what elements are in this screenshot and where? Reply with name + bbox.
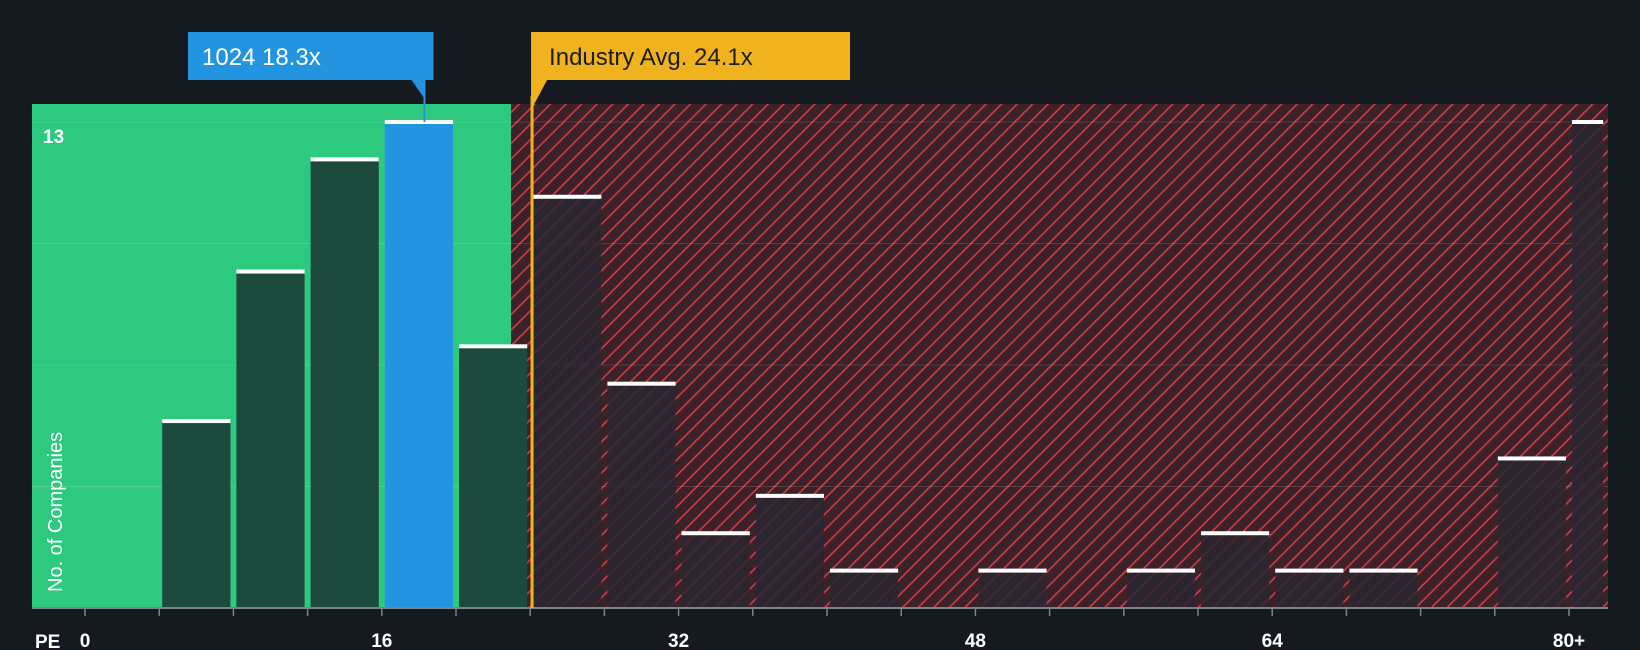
x-axis-title: PE xyxy=(35,632,60,650)
bar-cap xyxy=(236,269,305,274)
bar-cap xyxy=(1572,120,1604,124)
bar-cap xyxy=(459,344,528,349)
bar-cap xyxy=(384,120,453,124)
bar-48-52 xyxy=(978,570,1047,608)
bar-cap xyxy=(1497,456,1566,461)
bar-cap xyxy=(1349,568,1418,573)
bar-16-20 xyxy=(384,122,453,608)
bar-76-80 xyxy=(1497,458,1566,608)
x-tick-label: 80+ xyxy=(1553,631,1585,650)
industry-callout-label: Industry Avg. 24.1x xyxy=(549,44,753,71)
bar-cap xyxy=(681,531,750,536)
x-tick-label: 16 xyxy=(371,631,392,650)
bar-cap xyxy=(1126,568,1195,573)
bars xyxy=(162,122,1604,608)
y-axis-max-label: 13 xyxy=(43,127,64,148)
bar-cap xyxy=(978,568,1047,573)
bar-28-32 xyxy=(607,383,676,608)
bar-36-40 xyxy=(755,495,824,608)
company-callout: 1024 18.3x xyxy=(188,32,434,100)
bar-4-8 xyxy=(162,421,231,608)
x-tick-label: 32 xyxy=(668,631,689,650)
bar-8-12 xyxy=(236,271,305,608)
bar-40-44 xyxy=(830,570,899,608)
bar-cap xyxy=(310,157,379,162)
bar-cap xyxy=(830,568,899,573)
bar-64-68 xyxy=(1275,570,1344,608)
x-tick-label: 48 xyxy=(965,631,986,650)
bar-20-24 xyxy=(459,346,528,608)
bar-cap xyxy=(1201,531,1270,536)
bar-32-36 xyxy=(681,533,750,608)
x-axis-ticks: 0 16 32 48 64 80+ xyxy=(80,608,1585,650)
x-tick-label: 64 xyxy=(1262,631,1284,650)
bar-12-16 xyxy=(310,159,379,608)
y-axis-title: No. of Companies xyxy=(45,432,67,592)
bar-cap xyxy=(533,194,602,199)
bar-24-28 xyxy=(533,196,602,608)
industry-callout: Industry Avg. 24.1x xyxy=(531,32,850,110)
bar-cap xyxy=(162,419,231,424)
bar-caps xyxy=(162,120,1604,573)
x-tick-label: 0 xyxy=(80,631,91,650)
bar-60-64 xyxy=(1201,533,1270,608)
bar-80-82 xyxy=(1572,122,1604,608)
bar-68-72 xyxy=(1349,570,1418,608)
bar-cap xyxy=(1275,568,1344,573)
bar-56-60 xyxy=(1126,570,1195,608)
overvalued-zone xyxy=(511,104,1609,608)
bar-cap xyxy=(607,381,676,386)
bar-cap xyxy=(755,493,824,498)
company-callout-label: 1024 18.3x xyxy=(202,44,321,71)
